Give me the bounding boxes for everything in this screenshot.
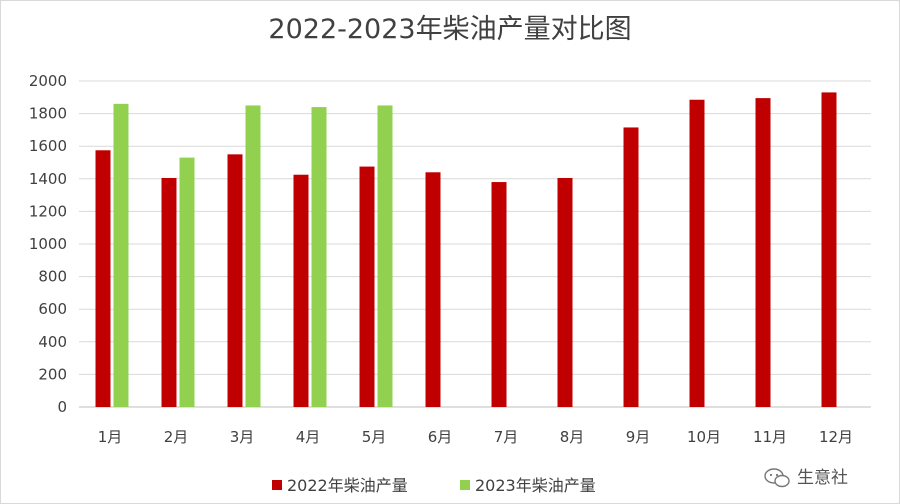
- x-tick-label: 5月: [362, 428, 387, 446]
- bar-2022: [689, 99, 705, 408]
- bars: [95, 92, 837, 408]
- bar-2023: [179, 157, 195, 407]
- bar-2022: [623, 127, 639, 407]
- watermark-text: 生意社: [797, 468, 848, 488]
- legend-swatch: [460, 480, 470, 490]
- bar-2022: [227, 154, 243, 407]
- gridlines: [79, 80, 871, 408]
- bar-2023: [113, 103, 129, 407]
- x-tick-label: 11月: [753, 428, 787, 446]
- watermark: 生意社: [764, 468, 848, 488]
- x-tick-label: 12月: [819, 428, 853, 446]
- legend: 2022年柴油产量 2023年柴油产量: [272, 476, 596, 495]
- y-tick-label: 400: [38, 333, 67, 351]
- x-tick-label: 1月: [98, 428, 123, 446]
- x-tick-label: 2月: [164, 428, 189, 446]
- y-tick-label: 1400: [29, 170, 67, 188]
- y-tick-label: 0: [57, 398, 67, 416]
- x-tick-label: 8月: [560, 428, 585, 446]
- y-tick-label: 800: [38, 268, 67, 286]
- bar-2022: [491, 182, 507, 407]
- y-tick-label: 200: [38, 365, 67, 383]
- bar-2022: [359, 166, 375, 407]
- y-axis-ticks: 0 200 400 600 800 1000 1200 1400 1600 1800 2000: [29, 72, 67, 416]
- bar-2022: [293, 174, 309, 407]
- legend-swatch: [272, 480, 282, 490]
- x-tick-label: 7月: [494, 428, 519, 446]
- chart-title: 2022-2023年柴油产量对比图: [268, 14, 631, 45]
- bar-2023: [245, 105, 261, 407]
- y-tick-label: 1200: [29, 202, 67, 220]
- x-tick-label: 3月: [230, 428, 255, 446]
- y-tick-label: 2000: [29, 72, 67, 90]
- bar-2022: [557, 177, 573, 407]
- x-tick-label: 10月: [687, 428, 721, 446]
- bar-2023: [377, 105, 393, 407]
- legend-label: 2023年柴油产量: [475, 476, 596, 495]
- legend-label: 2022年柴油产量: [287, 476, 408, 495]
- bar-2022: [425, 172, 441, 407]
- x-axis-ticks: 1月 2月 3月 4月 5月 6月 7月 8月 9月 10月 11月 12月: [98, 428, 853, 446]
- y-tick-label: 1600: [29, 137, 67, 155]
- bar-2022: [95, 150, 111, 407]
- y-tick-label: 600: [38, 300, 67, 318]
- bar-2023: [311, 107, 327, 407]
- bar-2022: [821, 92, 837, 407]
- x-tick-label: 4月: [296, 428, 321, 446]
- x-tick-label: 6月: [428, 428, 453, 446]
- wechat-icon: [764, 468, 790, 488]
- y-tick-label: 1800: [29, 105, 67, 123]
- x-tick-label: 9月: [626, 428, 651, 446]
- bar-2022: [161, 177, 177, 407]
- bar-2022: [755, 98, 771, 408]
- y-tick-label: 1000: [29, 235, 67, 253]
